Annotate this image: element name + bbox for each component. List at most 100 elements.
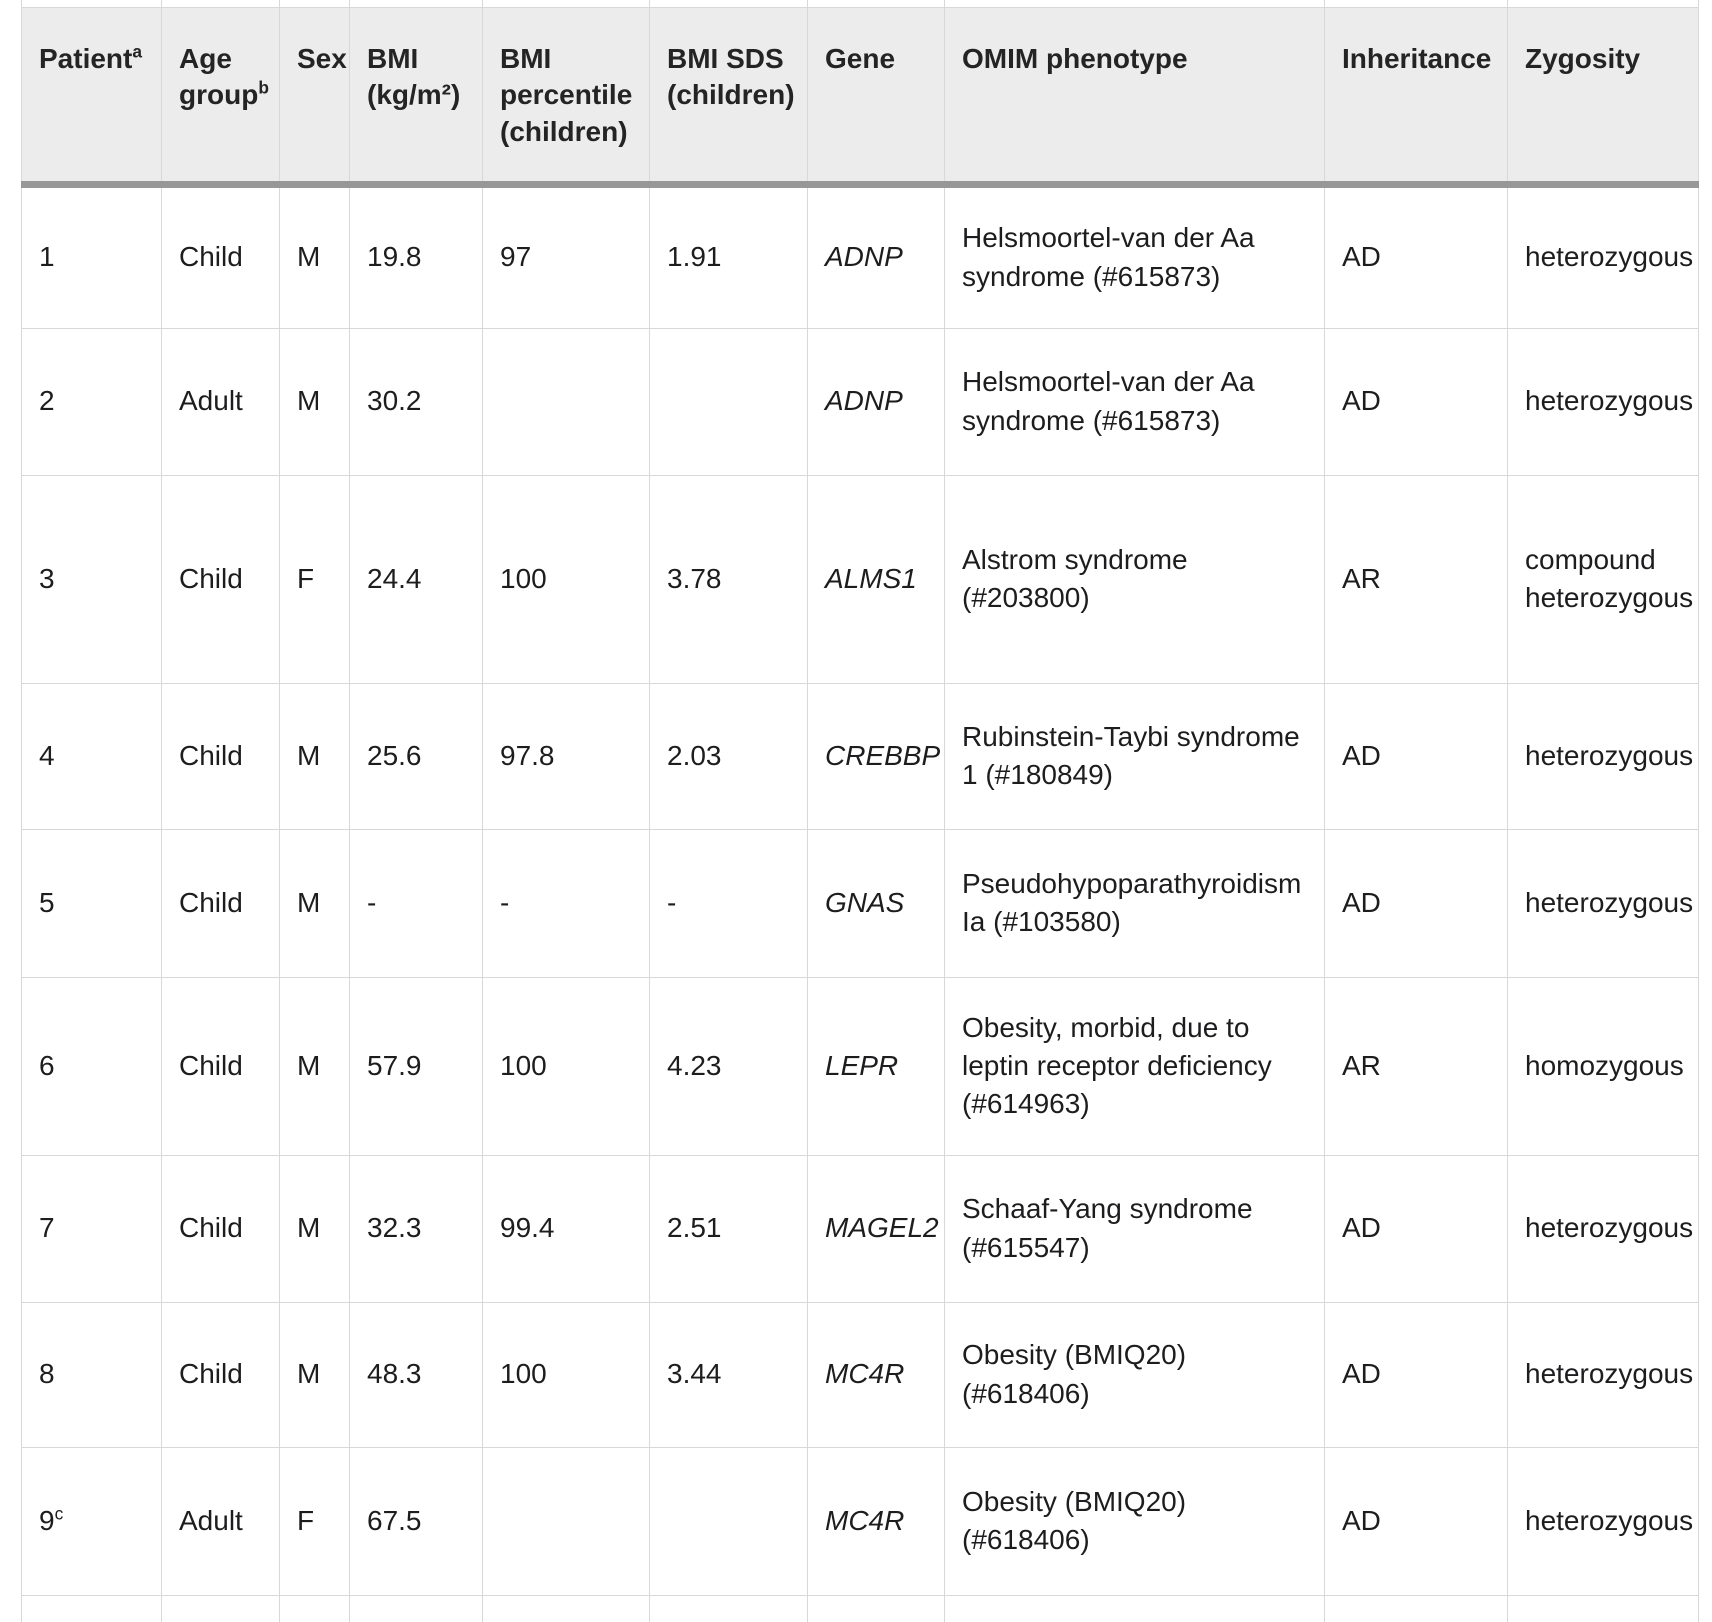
table-row: 4 Child M 25.6 97.8 2.03 CREBBP Rubinste…	[21, 682, 1699, 830]
cell-patient: 3	[21, 474, 162, 684]
column-label: Age group	[179, 42, 259, 111]
cell-zygosity: homozygous	[1507, 976, 1699, 1156]
cell-sex: M	[279, 327, 350, 476]
cell-patient: 2	[21, 327, 162, 476]
patient-number: 1	[39, 241, 55, 273]
column-label: BMI (kg/m²)	[367, 42, 461, 111]
cell-omim-phenotype: Obesity (BMIQ20) (#618406)	[944, 1301, 1325, 1448]
cell-inheritance: AD	[1324, 1154, 1508, 1303]
cell-inheritance: AD	[1324, 1446, 1508, 1596]
patient-number: 2	[39, 385, 55, 417]
cell-bmi: 24.4	[349, 474, 483, 684]
cell-bmi-percentile	[482, 1446, 650, 1596]
cell-bmi-sds: 2.03	[649, 682, 808, 830]
cell-bmi-sds: 1.91	[649, 183, 808, 329]
patient-number: 5	[39, 886, 55, 918]
table-row: 6 Child M 57.9 100 4.23 LEPR Obesity, mo…	[21, 976, 1699, 1156]
strip-cell	[21, 0, 162, 8]
table-row: 9c Adult F 67.5 MC4R Obesity (BMIQ20) (#…	[21, 1446, 1699, 1596]
cell-omim-phenotype: Obesity (BMIQ20) (#618406)	[944, 1446, 1325, 1596]
cell-gene: MC4R	[807, 1446, 945, 1596]
cell-inheritance: AD	[1324, 828, 1508, 978]
patient-number: 6	[39, 1049, 55, 1081]
cell-sex: M	[279, 828, 350, 978]
cropped-row-above	[21, 0, 1699, 8]
column-header-bmi-percentile: BMI percentile (children)	[482, 6, 650, 188]
column-label: Inheritance	[1342, 42, 1492, 74]
partial-cell	[349, 1594, 483, 1622]
cell-gene: MAGEL2	[807, 1154, 945, 1303]
column-header-bmi: BMI (kg/m²)	[349, 6, 483, 188]
cell-bmi-sds	[649, 327, 808, 476]
cell-sex: M	[279, 682, 350, 830]
cell-inheritance: AD	[1324, 1301, 1508, 1448]
cell-patient: 4	[21, 682, 162, 830]
column-label: BMI percentile (children)	[500, 42, 633, 148]
column-header-sex: Sex	[279, 6, 350, 188]
cell-gene: MC4R	[807, 1301, 945, 1448]
cell-bmi: -	[349, 828, 483, 978]
strip-cell	[161, 0, 280, 8]
column-label: Gene	[825, 42, 896, 74]
table-row: 7 Child M 32.3 99.4 2.51 MAGEL2 Schaaf-Y…	[21, 1154, 1699, 1303]
cell-bmi-percentile: 100	[482, 976, 650, 1156]
cell-gene: ADNP	[807, 327, 945, 476]
cell-bmi: 30.2	[349, 327, 483, 476]
cell-bmi-percentile: 100	[482, 1301, 650, 1448]
cell-bmi: 48.3	[349, 1301, 483, 1448]
table-header: Patienta Age groupb Sex BMI (kg/m²) BMI …	[21, 0, 1699, 188]
cell-age-group: Child	[161, 976, 280, 1156]
column-label: Zygosity	[1525, 42, 1641, 74]
cell-bmi-percentile: -	[482, 828, 650, 978]
cell-zygosity: heterozygous	[1507, 1154, 1699, 1303]
table-row: 1 Child M 19.8 97 1.91 ADNP Helsmoortel-…	[21, 183, 1699, 329]
cell-bmi: 19.8	[349, 183, 483, 329]
strip-cell	[649, 0, 808, 8]
patient-number: 4	[39, 739, 55, 771]
cell-bmi-sds: 4.23	[649, 976, 808, 1156]
cell-sex: M	[279, 1154, 350, 1303]
cell-sex: M	[279, 976, 350, 1156]
cell-bmi-percentile: 97.8	[482, 682, 650, 830]
cell-zygosity: heterozygous	[1507, 183, 1699, 329]
column-header-gene: Gene	[807, 6, 945, 188]
cell-gene: CREBBP	[807, 682, 945, 830]
cell-zygosity: heterozygous	[1507, 1301, 1699, 1448]
cell-zygosity: heterozygous	[1507, 828, 1699, 978]
cell-gene: ALMS1	[807, 474, 945, 684]
cell-zygosity: heterozygous	[1507, 1446, 1699, 1596]
cell-omim-phenotype: Helsmoortel-van der Aa syndrome (#615873…	[944, 183, 1325, 329]
cell-age-group: Child	[161, 682, 280, 830]
cell-omim-phenotype: Alstrom syndrome (#203800)	[944, 474, 1325, 684]
cell-sex: F	[279, 474, 350, 684]
partial-cell	[482, 1594, 650, 1622]
footnote-marker: a	[132, 41, 143, 62]
column-header-age-group: Age groupb	[161, 6, 280, 188]
partial-cell	[1324, 1594, 1508, 1622]
cell-patient: 9c	[21, 1446, 162, 1596]
column-label: BMI SDS (children)	[667, 42, 795, 111]
strip-cell	[1324, 0, 1508, 8]
patient-number: 3	[39, 562, 55, 594]
cell-patient: 7	[21, 1154, 162, 1303]
cell-bmi: 32.3	[349, 1154, 483, 1303]
cell-zygosity: heterozygous	[1507, 682, 1699, 830]
cell-bmi: 57.9	[349, 976, 483, 1156]
cell-omim-phenotype: Schaaf-Yang syndrome (#615547)	[944, 1154, 1325, 1303]
cell-inheritance: AD	[1324, 183, 1508, 329]
footnote-marker: b	[258, 78, 269, 99]
cell-patient: 6	[21, 976, 162, 1156]
cell-age-group: Child	[161, 474, 280, 684]
partial-cell	[807, 1594, 945, 1622]
table-row: 5 Child M - - - GNAS Pseudohypoparathyro…	[21, 828, 1699, 978]
cell-bmi-percentile: 97	[482, 183, 650, 329]
cell-bmi-percentile	[482, 327, 650, 476]
column-label: OMIM phenotype	[962, 42, 1188, 74]
patient-number: 8	[39, 1358, 55, 1390]
patient-number: 7	[39, 1212, 55, 1244]
cell-inheritance: AR	[1324, 976, 1508, 1156]
table-row: 2 Adult M 30.2 ADNP Helsmoortel-van der …	[21, 327, 1699, 476]
partial-cell	[649, 1594, 808, 1622]
cell-gene: LEPR	[807, 976, 945, 1156]
strip-cell	[944, 0, 1325, 8]
